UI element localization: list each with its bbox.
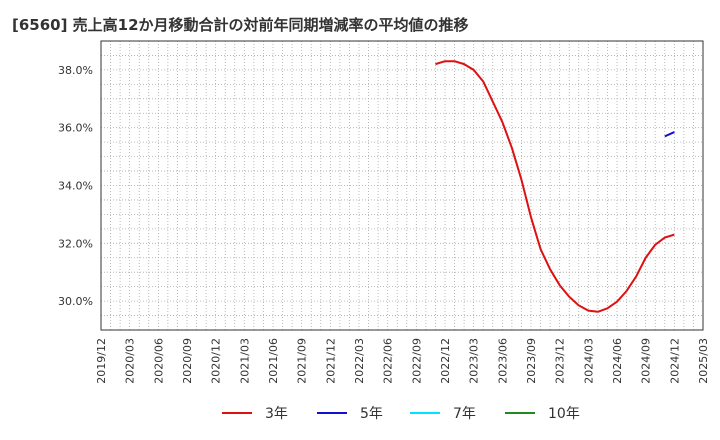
x-tick-label: 2024/03 [582, 338, 595, 384]
y-tick-label: 36.0% [58, 122, 93, 135]
x-tick-label: 2023/09 [525, 338, 538, 384]
x-tick-label: 2020/12 [210, 338, 223, 384]
y-tick-label: 32.0% [58, 237, 93, 250]
legend-label: 5年 [360, 406, 383, 422]
series-group [435, 60, 675, 313]
x-axis: 2019/12 2020/03 2020/06 2020/09 2020/12 2021/… [95, 338, 710, 384]
x-tick-label: 2023/06 [496, 338, 509, 384]
series-line-5年 [664, 131, 675, 138]
x-tick-label: 2021/03 [238, 338, 251, 384]
chart-title: [6560] 売上高12か月移動合計の対前年同期増減率の平均値の推移 [12, 16, 469, 34]
x-tick-label: 2021/12 [324, 338, 337, 384]
x-tick-label: 2022/12 [439, 338, 452, 384]
legend-label: 3年 [265, 406, 288, 422]
x-tick-label: 2024/12 [668, 338, 681, 384]
legend-label: 10年 [548, 406, 580, 422]
legend: 3年 5年 7年 10年 [222, 406, 580, 422]
legend-label: 7年 [453, 406, 476, 422]
x-tick-label: 2025/03 [697, 338, 710, 384]
y-tick-label: 30.0% [58, 295, 93, 308]
x-tick-label: 2022/09 [410, 338, 423, 384]
x-tick-label: 2024/09 [640, 338, 653, 384]
series-line-3年 [435, 60, 675, 313]
x-tick-label: 2020/09 [181, 338, 194, 384]
x-tick-label: 2021/06 [267, 338, 280, 384]
x-tick-label: 2022/03 [353, 338, 366, 384]
x-tick-label: 2022/06 [382, 338, 395, 384]
x-tick-label: 2024/06 [611, 338, 624, 384]
y-tick-label: 34.0% [58, 180, 93, 193]
x-tick-label: 2019/12 [95, 338, 108, 384]
x-tick-label: 2020/03 [124, 338, 137, 384]
y-axis: 30.0% 32.0% 34.0% 36.0% 38.0% [58, 64, 93, 308]
x-tick-label: 2021/09 [296, 338, 309, 384]
grid-lines [101, 41, 703, 330]
y-tick-label: 38.0% [58, 64, 93, 77]
plot-frame [100, 40, 704, 331]
x-tick-label: 2023/03 [468, 338, 481, 384]
x-tick-label: 2020/06 [152, 338, 165, 384]
x-tick-label: 2023/12 [554, 338, 567, 384]
